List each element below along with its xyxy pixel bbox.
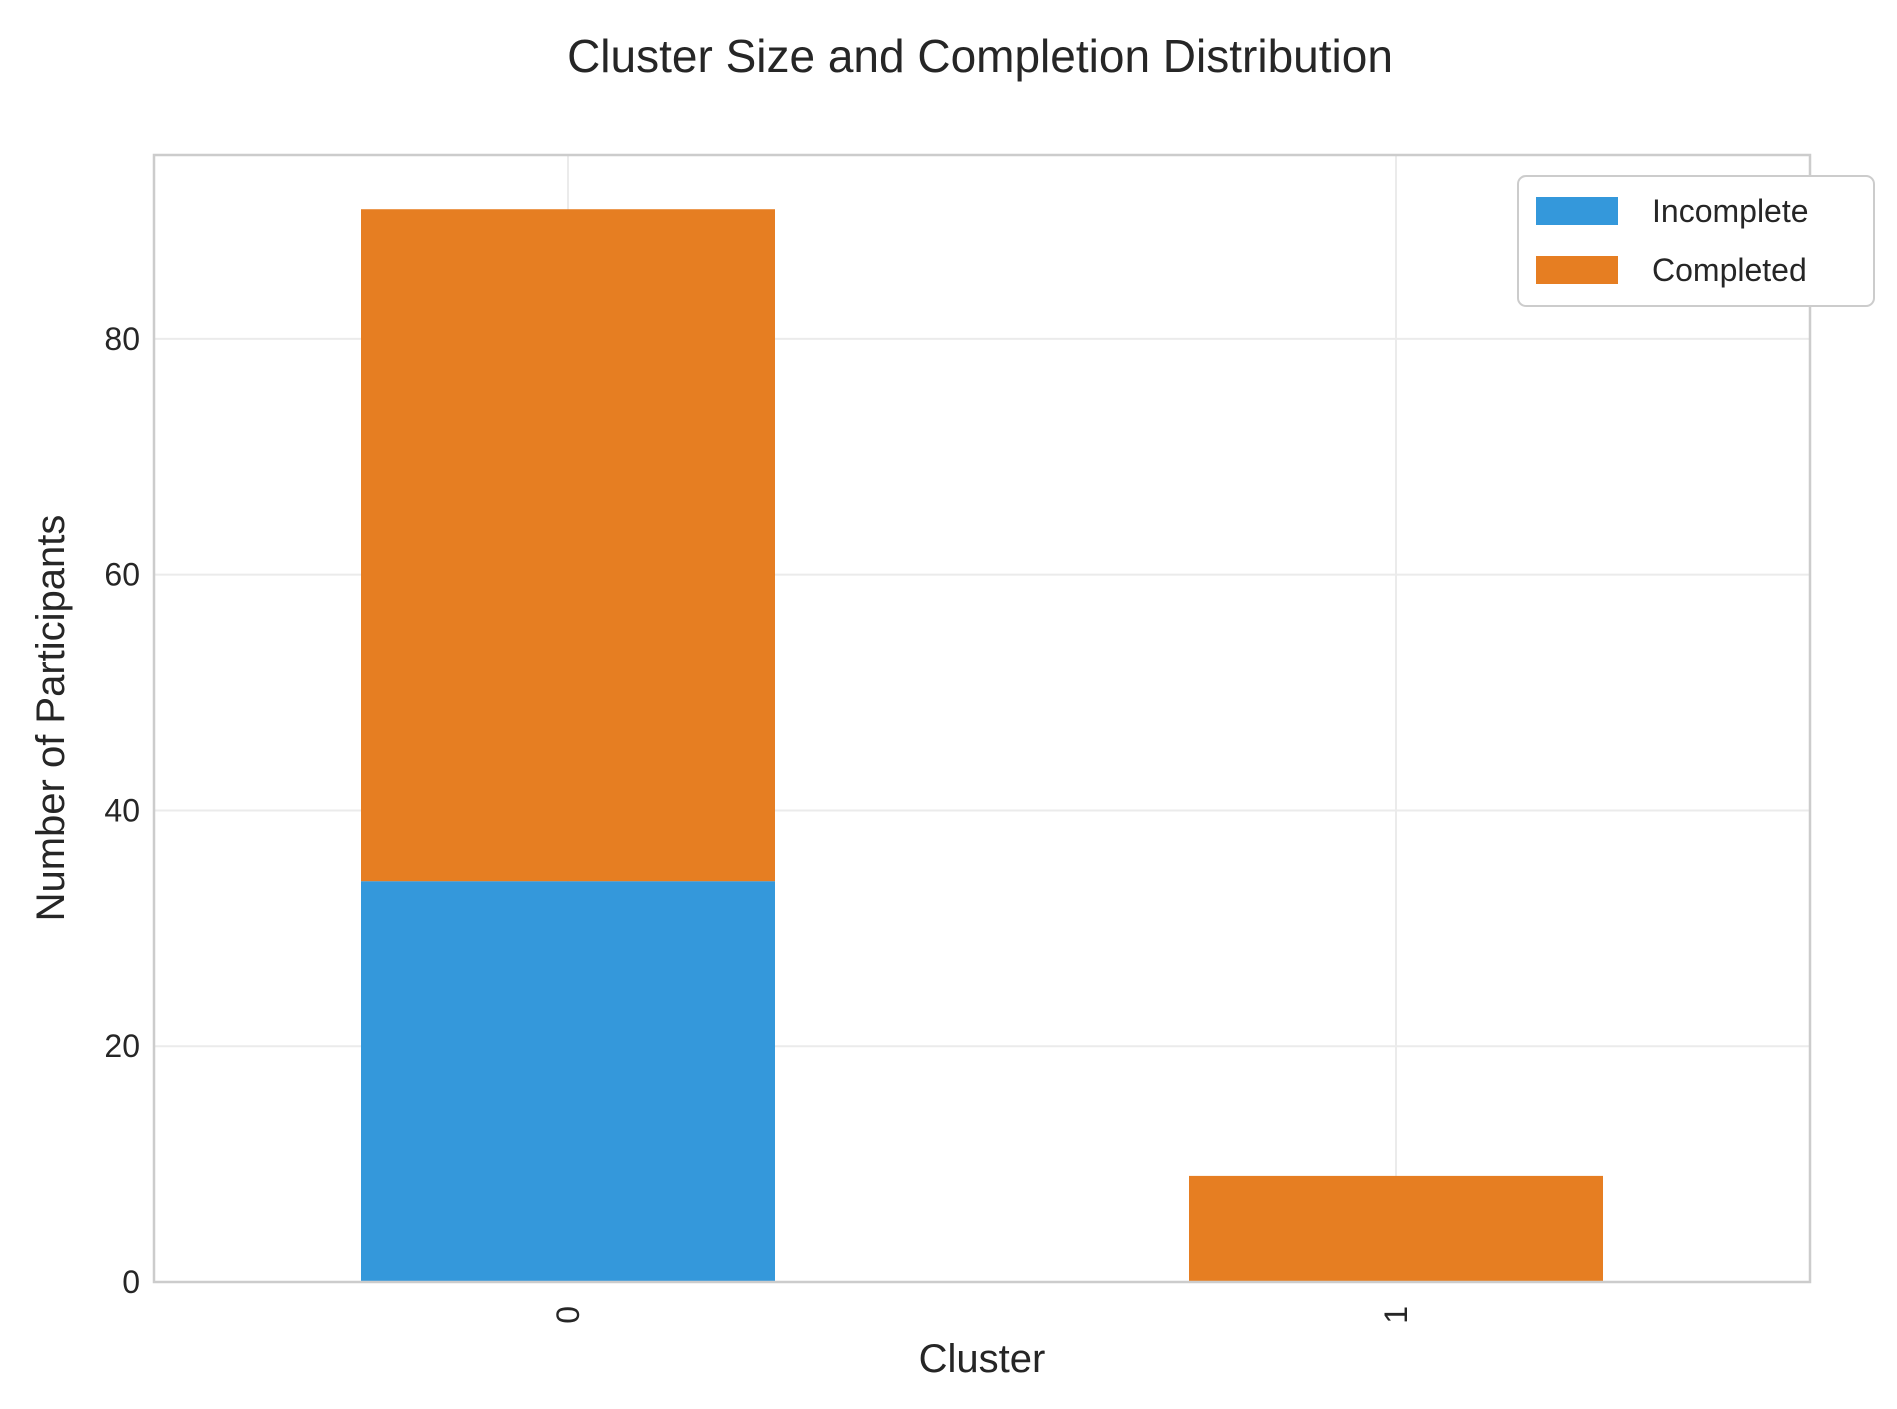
y-tick-label: 40 <box>104 792 140 828</box>
bar-incomplete-cluster-0 <box>361 881 775 1282</box>
y-axis-ticks: 0 20 40 60 80 <box>104 321 140 1300</box>
y-tick-label: 60 <box>104 557 140 593</box>
y-tick-label: 80 <box>104 321 140 357</box>
x-tick-label: 0 <box>550 1306 586 1324</box>
legend-label-incomplete: Incomplete <box>1652 193 1809 229</box>
plot-frame <box>152 153 1812 1284</box>
legend-swatch-incomplete <box>1536 197 1618 225</box>
bars <box>361 209 1603 1282</box>
chart-title: Cluster Size and Completion Distribution <box>567 30 1393 82</box>
bar-completed-cluster-0 <box>361 209 775 882</box>
y-tick-label: 0 <box>122 1264 140 1300</box>
bar-completed-cluster-1 <box>1189 1175 1603 1282</box>
y-axis-label: Number of Participants <box>29 515 73 922</box>
legend-swatch-completed <box>1536 256 1618 284</box>
x-tick-label: 1 <box>1378 1306 1414 1324</box>
legend: Incomplete Completed <box>1517 175 1875 307</box>
x-axis-label: Cluster <box>919 1337 1046 1381</box>
legend-label-completed: Completed <box>1652 252 1807 288</box>
y-tick-label: 20 <box>104 1028 140 1064</box>
